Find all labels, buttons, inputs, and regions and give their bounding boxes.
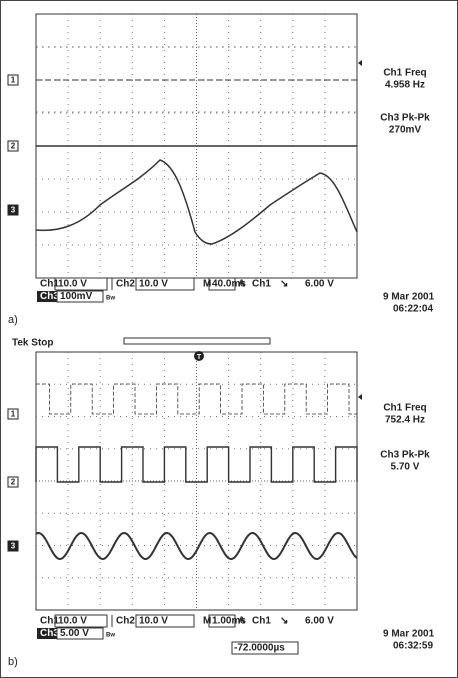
trigger-level-arrow bbox=[358, 60, 362, 66]
channel-marker bbox=[7, 140, 19, 152]
status-field: 10.0 V bbox=[58, 279, 87, 290]
readout-name: Ch3 Pk-Pk bbox=[380, 450, 430, 461]
channel-marker bbox=[7, 476, 19, 488]
readout-value: 752.4 Hz bbox=[385, 415, 425, 426]
status-field: 10.0 V bbox=[139, 279, 168, 290]
ch3-badge bbox=[37, 291, 57, 302]
status-field: Ch1 bbox=[40, 279, 59, 290]
status-field: 10.0 V bbox=[139, 616, 168, 627]
status-field: 1.00ms bbox=[212, 616, 246, 627]
status-field: Ch2 bbox=[116, 279, 135, 290]
ch2-trace bbox=[35, 446, 358, 483]
status-field: Ch2 bbox=[116, 616, 135, 627]
channel-marker-label: 1 bbox=[11, 410, 16, 419]
status-field: 10.0 V bbox=[58, 616, 87, 627]
trigger-marker-label: T bbox=[197, 354, 202, 361]
panel-label: b) bbox=[8, 656, 18, 668]
status-box bbox=[208, 614, 236, 628]
channel-marker-label: 2 bbox=[11, 478, 16, 487]
date: 9 Mar 2001 bbox=[383, 292, 435, 303]
ch3-badge bbox=[37, 628, 57, 639]
status-box bbox=[135, 614, 195, 628]
status-box bbox=[135, 277, 195, 291]
readout-value: 4.958 Hz bbox=[385, 80, 425, 91]
status-field: Ch1 bbox=[252, 616, 271, 627]
status-box bbox=[56, 290, 104, 303]
readout-name: Ch1 Freq bbox=[383, 403, 426, 414]
panel-label: a) bbox=[8, 314, 18, 326]
status-field: 6.00 V bbox=[305, 279, 334, 290]
status-field: 6.00 V bbox=[305, 616, 334, 627]
status-box bbox=[56, 627, 104, 640]
trigger-offset-box bbox=[231, 641, 299, 655]
status-field: Ch1 bbox=[252, 279, 271, 290]
status-field: A bbox=[238, 279, 245, 290]
channel-marker-label: 3 bbox=[11, 206, 16, 215]
readout-value: 270mV bbox=[389, 125, 422, 136]
channel-marker-label: 1 bbox=[11, 76, 16, 85]
ch3-trace bbox=[35, 159, 358, 245]
status-box bbox=[208, 277, 236, 291]
time: 06:22:04 bbox=[393, 304, 433, 315]
status-field: 100mV bbox=[60, 291, 93, 302]
record-bar bbox=[123, 337, 271, 345]
channel-marker bbox=[7, 540, 19, 552]
ch3-trace bbox=[35, 531, 358, 561]
trigger-level-arrow bbox=[358, 394, 362, 400]
tek-status: Tek Stop bbox=[12, 338, 53, 349]
time: 06:32:59 bbox=[393, 641, 433, 652]
status-field: M bbox=[203, 616, 211, 627]
date: 9 Mar 2001 bbox=[383, 629, 435, 640]
trigger-marker bbox=[194, 351, 204, 361]
readout-name: Ch3 Pk-Pk bbox=[380, 113, 430, 124]
status-field: ↘ bbox=[280, 616, 288, 627]
status-field: Ch1 bbox=[40, 616, 59, 627]
readout-name: Ch1 Freq bbox=[383, 68, 426, 79]
status-field: 5.00 V bbox=[60, 628, 89, 639]
status-field: 40.0ms bbox=[212, 279, 246, 290]
status-field: A bbox=[238, 616, 245, 627]
channel-marker-label: 3 bbox=[11, 542, 16, 551]
status-field: M bbox=[203, 279, 211, 290]
status-field: Bw bbox=[106, 296, 115, 302]
channel-marker bbox=[7, 74, 19, 86]
channel-marker bbox=[7, 204, 19, 216]
status-field: Bw bbox=[106, 633, 115, 639]
channel-marker-label: 2 bbox=[11, 142, 16, 151]
trigger-offset: -72.0000µs bbox=[234, 643, 285, 654]
status-field: Ch3 bbox=[40, 291, 59, 302]
ch1-trace bbox=[35, 383, 357, 415]
readout-value: 5.70 V bbox=[391, 462, 420, 473]
status-box bbox=[54, 614, 108, 628]
status-field: ↘ bbox=[280, 279, 288, 290]
status-field: Ch3 bbox=[40, 628, 59, 639]
status-box bbox=[54, 277, 108, 291]
channel-marker bbox=[7, 408, 19, 420]
